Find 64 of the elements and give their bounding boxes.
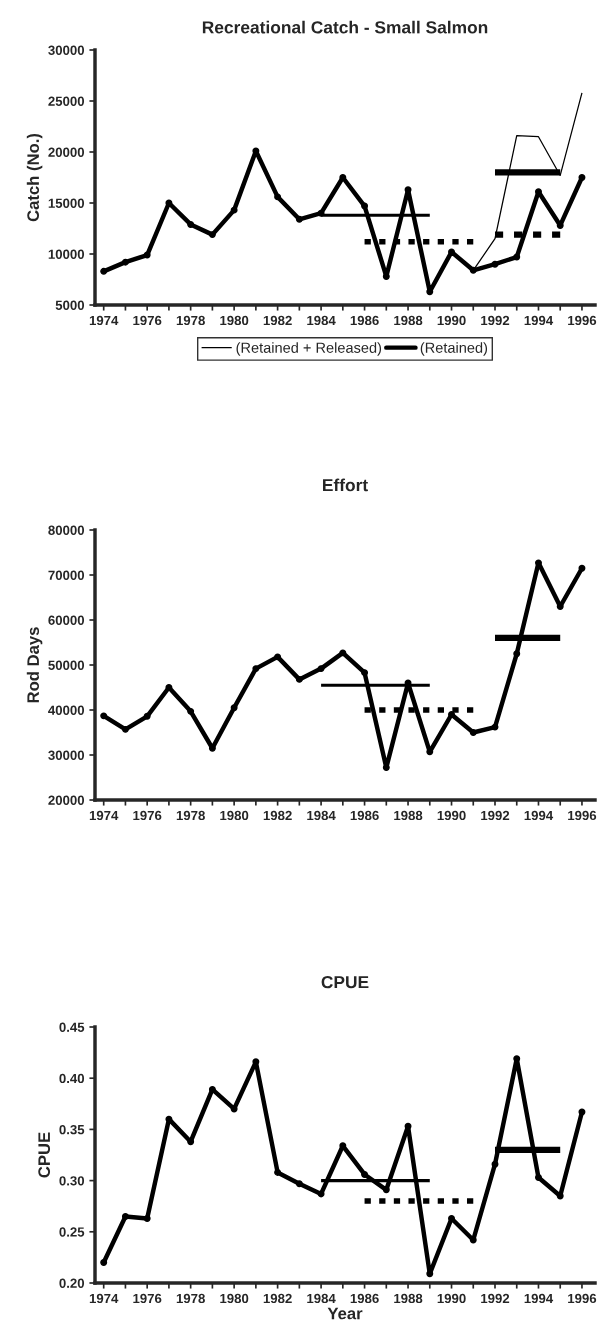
x-tick-label: 1986: [350, 1293, 379, 1304]
x-tick-label: 1976: [133, 1293, 162, 1304]
x-tick-label: 1992: [481, 810, 510, 821]
y-tick-label: 30000: [48, 750, 85, 760]
x-tick-label: 1974: [89, 315, 119, 326]
y-tick-label: 0.20: [59, 1278, 85, 1288]
x-tick-label: 1988: [394, 315, 423, 326]
x-tick-label: 1996: [568, 1293, 597, 1304]
y-tick-label: 0.35: [59, 1124, 85, 1135]
legend-label: (Retained + Released): [236, 342, 382, 356]
y-tick-label: 20000: [48, 795, 85, 805]
x-tick-label: 1984: [307, 315, 336, 326]
x-tick-label: 1996: [568, 315, 597, 326]
y-axis-title: Catch (No.): [26, 133, 43, 222]
chart-title: Effort: [323, 478, 368, 492]
x-tick-label: 1982: [263, 810, 292, 821]
y-tick-label: 30000: [48, 45, 85, 55]
x-tick-label: 1984: [307, 810, 336, 821]
x-tick-label: 1994: [524, 315, 554, 326]
x-tick-label: 1988: [394, 1293, 423, 1304]
y-tick-label: 25000: [48, 96, 85, 106]
x-tick-label: 1986: [350, 810, 379, 821]
y-tick-label: 0.30: [59, 1176, 85, 1186]
y-tick-label: 5000: [55, 300, 85, 310]
x-tick-label: 1974: [89, 810, 119, 821]
x-tick-label: 1986: [350, 315, 379, 326]
x-tick-label: 1980: [220, 810, 249, 821]
x-tick-label: 1988: [394, 810, 423, 821]
x-tick-label: 1978: [176, 810, 205, 821]
x-tick-label: 1974: [89, 1293, 119, 1304]
x-axis-title: Year: [327, 1307, 363, 1320]
x-tick-label: 1992: [481, 315, 510, 326]
x-tick-label: 1996: [568, 810, 597, 821]
x-tick-label: 1980: [220, 315, 249, 326]
legend-label: (Retained): [420, 342, 488, 356]
y-tick-label: 0.25: [59, 1227, 85, 1237]
y-tick-label: 70000: [48, 570, 85, 580]
y-tick-label: 80000: [48, 525, 85, 535]
y-tick-label: 0.40: [59, 1073, 85, 1084]
y-tick-label: 15000: [48, 198, 85, 208]
x-tick-label: 1980: [220, 1293, 249, 1304]
x-tick-label: 1978: [176, 1293, 205, 1304]
x-tick-label: 1994: [524, 1293, 554, 1304]
y-axis-title: Rod Days: [26, 627, 43, 703]
y-tick-label: 10000: [48, 249, 85, 259]
x-tick-label: 1984: [307, 1293, 336, 1304]
x-tick-label: 1976: [133, 810, 162, 821]
y-tick-label: 50000: [48, 660, 85, 670]
x-tick-label: 1990: [437, 315, 466, 326]
y-tick-label: 60000: [48, 615, 85, 625]
y-axis-title: CPUE: [38, 1132, 51, 1178]
chart-title: CPUE: [321, 975, 369, 989]
x-tick-label: 1982: [263, 1293, 292, 1304]
chart-title: Recreational Catch - Small Salmon: [202, 20, 488, 34]
x-tick-label: 1992: [481, 1293, 510, 1304]
y-tick-label: 40000: [48, 705, 85, 715]
x-tick-label: 1990: [437, 1293, 466, 1304]
y-tick-label: 20000: [48, 147, 85, 157]
y-tick-label: 0.45: [59, 1022, 85, 1032]
x-tick-label: 1978: [176, 315, 205, 326]
x-tick-label: 1976: [133, 315, 162, 326]
x-tick-label: 1990: [437, 810, 466, 821]
x-tick-label: 1982: [263, 315, 292, 326]
x-tick-label: 1994: [524, 810, 554, 821]
